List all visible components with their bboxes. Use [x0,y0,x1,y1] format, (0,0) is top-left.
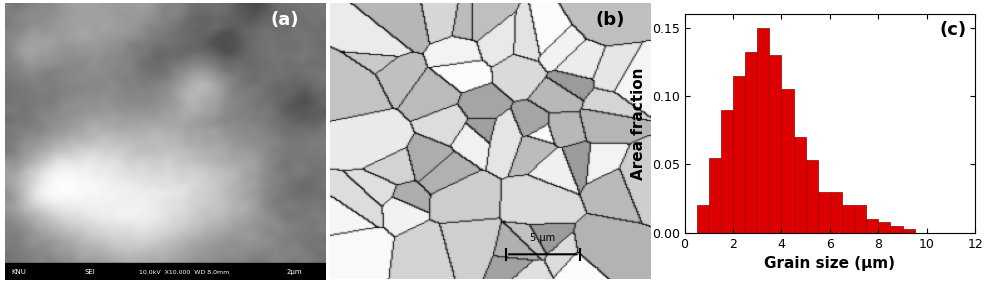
Text: (a): (a) [271,11,299,29]
Text: 5 μm: 5 μm [530,233,556,243]
Bar [745,52,757,233]
Text: (c): (c) [940,21,966,39]
Bar [733,76,745,233]
Bar [842,205,854,233]
Bar [854,205,866,233]
Bar [769,55,781,233]
Bar [879,222,890,233]
Bar [696,205,709,233]
Text: (b): (b) [595,11,624,29]
Bar [781,89,794,233]
Text: KNU: KNU [12,269,27,275]
Bar [794,137,806,233]
Bar [806,160,818,233]
Y-axis label: Area fraction: Area fraction [631,67,646,180]
Bar [757,28,769,233]
Text: SEI: SEI [85,269,96,275]
Bar [721,110,733,233]
Bar [829,192,842,233]
Text: 10.0kV  X10,000  WD 8.0mm: 10.0kV X10,000 WD 8.0mm [140,270,230,275]
Bar [709,158,721,233]
Bar [818,192,829,233]
Bar [902,228,915,233]
Text: 2μm: 2μm [287,269,302,275]
Bar [890,226,902,233]
Bar [866,219,879,233]
X-axis label: Grain size (μm): Grain size (μm) [764,256,895,271]
